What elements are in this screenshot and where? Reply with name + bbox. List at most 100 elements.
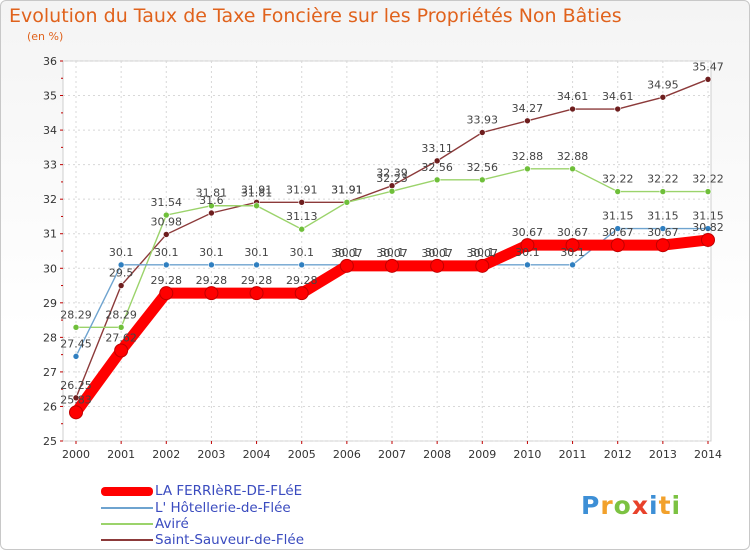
x-tick-label: 2005 — [288, 448, 316, 461]
data-label: 29.28 — [241, 274, 273, 287]
plot-area — [62, 60, 712, 442]
data-label: 33.93 — [467, 114, 499, 127]
data-point — [524, 165, 531, 173]
data-label: 30.67 — [602, 226, 634, 239]
legend-item: Aviré — [101, 516, 341, 532]
data-point — [294, 286, 309, 301]
data-point — [524, 261, 531, 269]
x-tick-label: 2014 — [694, 448, 722, 461]
data-label: 30.07 — [467, 247, 499, 260]
data-point — [388, 187, 396, 195]
data-label: 31.81 — [196, 187, 228, 200]
data-point — [569, 261, 576, 269]
y-tick-label: 32 — [43, 193, 57, 206]
y-tick-label: 28 — [43, 331, 57, 344]
data-label: 32.88 — [512, 150, 544, 163]
x-tick-label: 2010 — [513, 448, 541, 461]
data-point — [478, 129, 486, 136]
data-label: 31.91 — [331, 183, 363, 196]
data-label: 32.56 — [421, 161, 453, 174]
data-label: 32.22 — [602, 173, 634, 186]
data-label: 32.56 — [467, 161, 499, 174]
x-tick-label: 2011 — [559, 448, 587, 461]
data-label: 30.1 — [425, 246, 450, 259]
logo-letter: x — [631, 491, 649, 520]
data-label: 29.5 — [109, 267, 134, 280]
legend-item: Saint-Sauveur-de-Flée — [101, 532, 341, 548]
data-point — [659, 93, 667, 101]
logo-letter: i — [671, 491, 682, 520]
data-label: 25.83 — [60, 393, 92, 406]
logo-letter: o — [613, 491, 632, 520]
legend-label: L' Hôtellerie-de-Flée — [155, 500, 291, 516]
data-label: 31.6 — [199, 194, 224, 207]
data-label: 27.45 — [60, 337, 92, 350]
data-point — [614, 188, 622, 195]
data-label: 34.61 — [557, 90, 589, 103]
x-tick-label: 2013 — [649, 448, 677, 461]
data-label: 31.91 — [241, 183, 273, 196]
data-point — [72, 353, 80, 360]
data-point — [298, 225, 306, 233]
data-label: 30.1 — [154, 246, 179, 259]
data-label: 32.22 — [692, 173, 724, 186]
y-tick-label: 36 — [43, 55, 57, 68]
y-tick-label: 29 — [43, 297, 57, 310]
data-point — [69, 405, 83, 420]
data-point — [117, 324, 125, 331]
data-label: 30.1 — [109, 246, 134, 259]
data-label: 35.47 — [692, 60, 724, 73]
legend-swatch — [101, 523, 153, 525]
data-point — [433, 157, 441, 165]
data-label: 30.67 — [512, 226, 544, 239]
data-label: 31.15 — [647, 210, 679, 223]
legend-label: LA FERRIèRE-DE-FLéE — [155, 483, 303, 499]
data-label: 27.62 — [105, 331, 137, 344]
data-point — [253, 202, 260, 210]
data-label: 30.1 — [335, 246, 360, 259]
data-point — [659, 225, 667, 232]
data-point — [614, 225, 622, 232]
data-point — [659, 188, 667, 195]
data-point — [569, 165, 576, 173]
data-label: 30.1 — [470, 246, 495, 259]
x-tick-label: 2006 — [333, 448, 361, 461]
data-point — [253, 261, 260, 269]
data-label: 32.39 — [376, 167, 408, 180]
data-label: 28.29 — [105, 308, 137, 321]
unit-label: (en %) — [27, 30, 64, 43]
data-point — [385, 258, 399, 273]
data-point — [208, 209, 215, 217]
data-label: 29.28 — [286, 274, 318, 287]
data-label: 34.27 — [512, 102, 544, 115]
data-label: 30.1 — [289, 246, 314, 259]
legend-item: LA FERRIèRE-DE-FLéE — [101, 483, 341, 499]
data-label: 30.1 — [380, 246, 405, 259]
data-label: 31.81 — [241, 187, 273, 200]
data-point — [569, 105, 576, 113]
data-label: 30.1 — [515, 246, 540, 259]
data-point — [655, 238, 670, 253]
data-point — [565, 238, 580, 253]
data-label: 30.07 — [331, 247, 363, 260]
data-label: 26.25 — [60, 379, 92, 392]
logo-letter: P — [581, 491, 601, 520]
data-point — [343, 198, 351, 206]
data-label: 31.15 — [692, 210, 724, 223]
data-point — [117, 282, 125, 289]
data-point — [162, 231, 170, 238]
data-label: 31.91 — [286, 183, 318, 196]
x-tick-label: 2000 — [62, 448, 90, 461]
logo-letter: r — [600, 491, 614, 520]
data-point — [610, 238, 625, 253]
data-point — [614, 105, 622, 113]
data-point — [162, 211, 170, 219]
data-label: 30.07 — [421, 247, 453, 260]
x-tick-label: 2001 — [107, 448, 135, 461]
x-tick-label: 2008 — [423, 448, 451, 461]
data-point — [430, 258, 445, 273]
logo-letter: t — [658, 491, 672, 520]
data-label: 29.28 — [151, 274, 183, 287]
data-point — [208, 202, 215, 210]
